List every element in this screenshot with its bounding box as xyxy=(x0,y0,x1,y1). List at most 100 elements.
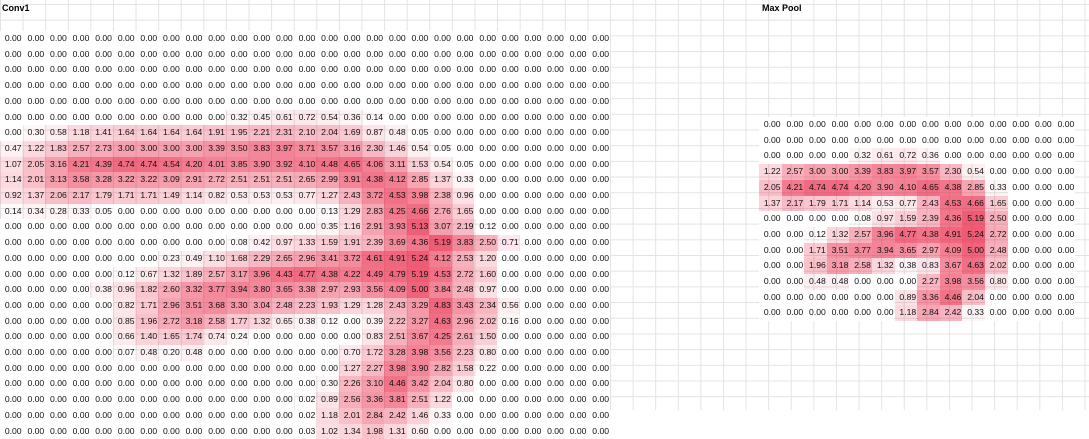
cell[interactable]: 0.00 xyxy=(67,392,91,408)
cell[interactable]: 0.00 xyxy=(826,211,850,227)
cell[interactable]: 2.65 xyxy=(271,250,294,267)
cell[interactable]: 3.50 xyxy=(225,140,249,157)
cell[interactable]: 4.49 xyxy=(361,266,385,283)
cell[interactable]: 0.00 xyxy=(587,188,611,204)
cell[interactable]: 0.00 xyxy=(316,31,339,47)
cell[interactable]: 2.34 xyxy=(474,297,498,314)
cell[interactable]: 0.00 xyxy=(248,376,272,393)
cell[interactable]: 0.00 xyxy=(112,62,136,79)
cell[interactable]: 1.58 xyxy=(451,360,475,377)
cell[interactable]: 1.79 xyxy=(90,188,113,204)
cell[interactable]: 0.00 xyxy=(0,250,23,267)
cell[interactable]: 0.00 xyxy=(0,78,23,94)
cell[interactable]: 0.00 xyxy=(497,266,520,283)
cell[interactable]: 0.00 xyxy=(871,132,895,149)
cell[interactable]: 0.67 xyxy=(135,266,159,283)
cell[interactable]: 1.14 xyxy=(0,172,23,189)
cell[interactable]: 1.22 xyxy=(759,164,782,180)
cell[interactable]: 3.13 xyxy=(45,172,68,189)
cell[interactable]: 0.00 xyxy=(474,125,498,141)
cell[interactable]: 0.00 xyxy=(429,109,452,126)
cell[interactable]: 0.00 xyxy=(22,329,46,346)
cell[interactable]: 1.32 xyxy=(826,226,850,243)
cell[interactable]: 0.00 xyxy=(180,203,204,220)
cell[interactable]: 0.00 xyxy=(0,345,23,361)
cell[interactable]: 0.00 xyxy=(135,46,159,63)
cell[interactable]: 0.80 xyxy=(474,345,498,361)
cell[interactable]: 0.00 xyxy=(564,78,588,94)
cell[interactable]: 0.53 xyxy=(271,188,294,204)
cell[interactable]: 3.57 xyxy=(917,164,940,180)
cell[interactable]: 3.83 xyxy=(248,140,272,157)
cell[interactable]: 0.00 xyxy=(474,140,498,157)
cell[interactable]: 0.00 xyxy=(542,31,565,47)
cell[interactable]: 1.10 xyxy=(203,250,226,267)
cell[interactable]: 0.00 xyxy=(564,156,588,173)
cell[interactable]: 0.00 xyxy=(542,46,565,63)
cell[interactable]: 0.00 xyxy=(45,329,68,346)
cell[interactable]: 0.00 xyxy=(542,188,565,204)
cell[interactable]: 0.00 xyxy=(474,78,498,94)
cell[interactable]: 4.10 xyxy=(894,179,918,196)
cell[interactable]: 0.00 xyxy=(564,109,588,126)
cell[interactable]: 1.28 xyxy=(361,297,385,314)
cell[interactable]: 4.63 xyxy=(962,258,985,275)
cell[interactable]: 0.00 xyxy=(826,305,850,322)
cell[interactable]: 0.00 xyxy=(497,78,520,94)
cell[interactable]: 0.00 xyxy=(158,93,181,110)
cell[interactable]: 0.00 xyxy=(1052,226,1076,243)
cell[interactable]: 0.00 xyxy=(406,62,430,79)
cell[interactable]: 1.64 xyxy=(112,125,136,141)
cell[interactable]: 0.00 xyxy=(67,313,91,330)
cell[interactable]: 0.00 xyxy=(45,31,68,47)
cell[interactable]: 0.00 xyxy=(67,423,91,439)
cell[interactable]: 2.76 xyxy=(429,203,452,220)
cell[interactable]: 2.39 xyxy=(361,235,385,251)
cell[interactable]: 0.00 xyxy=(90,93,113,110)
cell[interactable]: 3.57 xyxy=(316,140,339,157)
cell[interactable]: 4.10 xyxy=(293,156,317,173)
cell[interactable]: 0.00 xyxy=(248,219,272,236)
cell[interactable]: 0.00 xyxy=(45,360,68,377)
cell[interactable]: 0.00 xyxy=(203,345,226,361)
cell[interactable]: 0.00 xyxy=(45,235,68,251)
cell[interactable]: 0.00 xyxy=(1007,274,1031,290)
cell[interactable]: 0.36 xyxy=(917,148,940,165)
cell[interactable]: 1.40 xyxy=(135,329,159,346)
cell[interactable]: 0.00 xyxy=(474,376,498,393)
cell[interactable]: 0.00 xyxy=(542,392,565,408)
cell[interactable]: 0.00 xyxy=(497,140,520,157)
cell[interactable]: 0.00 xyxy=(542,125,565,141)
cell[interactable]: 0.00 xyxy=(22,219,46,236)
cell[interactable]: 5.13 xyxy=(406,219,430,236)
cell[interactable]: 0.00 xyxy=(248,93,272,110)
cell[interactable]: 0.00 xyxy=(564,203,588,220)
cell[interactable]: 0.00 xyxy=(542,297,565,314)
cell[interactable]: 3.58 xyxy=(67,172,91,189)
cell[interactable]: 0.00 xyxy=(0,46,23,63)
cell[interactable]: 0.00 xyxy=(1052,164,1076,180)
cell[interactable]: 0.00 xyxy=(962,117,985,133)
cell[interactable]: 0.96 xyxy=(451,188,475,204)
cell[interactable]: 0.00 xyxy=(203,62,226,79)
cell[interactable]: 0.00 xyxy=(759,258,782,275)
cell[interactable]: 4.21 xyxy=(67,156,91,173)
cell[interactable]: 0.00 xyxy=(112,219,136,236)
cell[interactable]: 2.43 xyxy=(917,195,940,212)
cell[interactable]: 0.00 xyxy=(112,250,136,267)
cell[interactable]: 4.74 xyxy=(804,179,827,196)
cell[interactable]: 0.00 xyxy=(1007,226,1031,243)
cell[interactable]: 4.21 xyxy=(781,179,805,196)
cell[interactable]: 0.00 xyxy=(826,289,850,306)
cell[interactable]: 1.93 xyxy=(316,297,339,314)
cell[interactable]: 3.96 xyxy=(871,226,895,243)
cell[interactable]: 0.00 xyxy=(542,62,565,79)
cell[interactable]: 0.00 xyxy=(45,392,68,408)
cell[interactable]: 0.00 xyxy=(90,78,113,94)
cell[interactable]: 0.23 xyxy=(158,251,181,267)
cell[interactable]: 2.26 xyxy=(338,376,362,393)
cell[interactable]: 0.00 xyxy=(22,62,46,79)
cell[interactable]: 0.00 xyxy=(519,266,543,283)
cell[interactable]: 2.97 xyxy=(316,282,339,298)
cell[interactable]: 0.00 xyxy=(45,219,68,236)
